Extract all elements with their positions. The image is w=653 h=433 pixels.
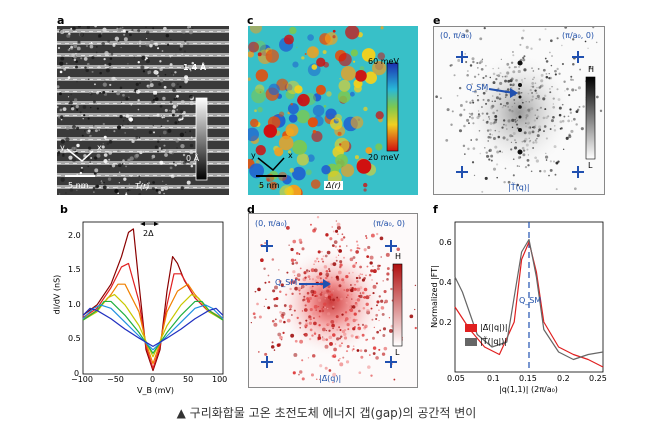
gap-map-image (244, 21, 418, 200)
ft-topograph-image (424, 9, 603, 208)
f-q-label: Q_SM (519, 296, 542, 305)
f-ytick-0: 0.2 (439, 318, 452, 327)
f-legend-0: |Δ̃(|q|)| (480, 323, 508, 332)
ft-gapmap-image (240, 205, 424, 398)
b-xtick-0: −100 (71, 375, 93, 384)
panel-d-letter: d (247, 203, 255, 216)
linecut-chart (454, 221, 604, 373)
c-axis-x: x (288, 151, 293, 160)
spectra-chart (82, 221, 224, 375)
c-map-label: Δ(r) (324, 181, 344, 190)
f-legend-1: |T̃(|q|)| (480, 337, 507, 346)
d-corner-left: (0, π/a₀) (255, 219, 288, 228)
f-ylabel: Normalized |FT| (429, 265, 439, 328)
a-scale-bottom: 0 Å (186, 154, 200, 163)
panel-d-ft: (0, π/a₀) (π/a₀, 0) Q_SM H L |Δ̃(q)| (240, 205, 424, 398)
b-ytick-1: 0.5 (68, 334, 81, 343)
series-line-2 (82, 283, 224, 365)
series-line-1 (454, 238, 604, 361)
panel-f-linecut: Normalized |FT| |q(1,1)| (2π/a₀) Q_SM |Δ… (429, 212, 608, 394)
f-xtick-2: 0.15 (519, 374, 537, 383)
c-axis-y: y (251, 151, 256, 160)
e-map-label: |T̃(q)| (508, 183, 530, 192)
d-bar-top: H (395, 252, 402, 261)
panel-c-letter: c (247, 14, 254, 27)
b-xtick-4: 100 (212, 375, 228, 384)
b-two-delta: 2Δ (143, 229, 154, 238)
e-q-label: Q_SM (466, 83, 489, 92)
b-xtick-3: 50 (183, 375, 194, 384)
figure-caption: ▲ 구리화합물 고온 초전도체 에너지 갭(gap)의 공간적 변이 (176, 406, 477, 420)
f-ytick-2: 0.6 (439, 238, 452, 247)
b-xtick-1: −50 (107, 375, 124, 384)
series-line-4 (82, 300, 224, 354)
series-line-1 (82, 262, 224, 370)
c-scale-top: 60 meV (368, 57, 399, 66)
d-corner-right: (π/a₀, 0) (373, 219, 406, 228)
panel-e-ft: (0, π/a₀) (π/a₀, 0) Q_SM H L |T̃(q)| (424, 9, 605, 208)
b-ytick-3: 1.5 (68, 265, 81, 274)
panel-a-topograph: 1.4 Å 0 Å 5 nm T(r) y x (55, 24, 229, 197)
f-xlabel: |q(1,1)| (2π/a₀) (499, 385, 558, 394)
b-ytick-4: 2.0 (68, 231, 81, 240)
f-xtick-0: 0.05 (447, 374, 465, 383)
panel-c-gapmap: 60 meV 20 meV 5 nm Δ(r) y x (244, 21, 418, 200)
b-ylabel: dI/dV (nS) (52, 274, 62, 315)
panel-b-letter: b (60, 203, 68, 216)
e-bar-bottom: L (588, 161, 593, 170)
series-line-5 (82, 304, 224, 351)
d-map-label: |Δ̃(q)| (319, 374, 342, 383)
d-bar-bottom: L (395, 348, 400, 357)
f-xtick-1: 0.1 (487, 374, 500, 383)
e-corner-right: (π/a₀, 0) (562, 31, 595, 40)
f-xtick-4: 0.25 (589, 374, 607, 383)
f-xtick-3: 0.2 (557, 374, 570, 383)
b-xtick-2: 0 (150, 375, 156, 384)
b-xlabel: V_B (mV) (137, 386, 175, 395)
series-line-6 (82, 307, 224, 347)
topograph-image (55, 24, 229, 197)
panel-a-letter: a (57, 14, 65, 27)
e-corner-left: (0, π/a₀) (440, 31, 473, 40)
a-axis-x: x (97, 143, 102, 152)
a-scale-top: 1.4 Å (183, 63, 207, 72)
c-scale-bottom: 20 meV (368, 153, 399, 162)
a-axis-y: y (60, 143, 65, 152)
panel-f-letter: f (433, 203, 438, 216)
f-ytick-1: 0.4 (439, 278, 452, 287)
series-line-3 (82, 293, 224, 358)
a-scalebar-label: 5 nm (68, 181, 89, 190)
panel-e-letter: e (433, 14, 441, 27)
e-bar-top: H (588, 65, 595, 74)
b-ytick-0: 0 (74, 369, 80, 378)
d-q-label: Q_SM (275, 278, 298, 287)
c-scalebar-label: 5 nm (259, 181, 280, 190)
panel-b-spectra: 2Δ dI/dV (nS) V_B (mV) −100 −50 0 50 100… (52, 212, 228, 395)
b-ytick-2: 1.0 (68, 300, 81, 309)
a-map-label: T(r) (135, 182, 150, 191)
